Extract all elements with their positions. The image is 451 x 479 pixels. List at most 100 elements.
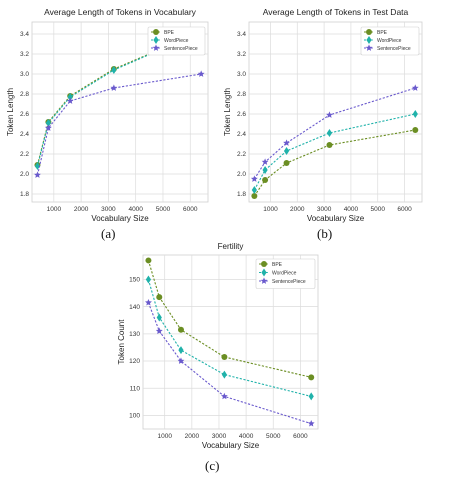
data-point	[221, 392, 228, 400]
data-point	[283, 160, 290, 166]
caption-b: (b)	[317, 226, 333, 241]
caption-a: (a)	[101, 226, 116, 241]
y-tick-label: 3.2	[20, 51, 29, 58]
legend-label: BPE	[164, 30, 175, 36]
legend-box	[147, 26, 206, 56]
chart-title: Fertility	[218, 242, 244, 251]
y-tick-label: 2.6	[237, 111, 246, 118]
data-point	[261, 158, 269, 165]
y-tick-label: 3.2	[237, 51, 246, 58]
data-point	[221, 370, 227, 379]
y-tick-label: 2.8	[20, 91, 29, 98]
y-tick-label: 2.6	[20, 111, 29, 118]
x-tick-label: 4000	[344, 206, 359, 213]
y-tick-label: 2.0	[237, 171, 246, 178]
x-tick-label: 2000	[185, 433, 200, 440]
y-tick-label: 3.4	[237, 31, 246, 38]
data-point	[262, 166, 268, 174]
x-tick-label: 2000	[74, 206, 89, 213]
y-axis-label: Token Count	[117, 319, 126, 365]
y-tick-label: 140	[129, 304, 140, 311]
data-point	[177, 326, 184, 333]
chart-title: Average Length of Tokens in Vocabulary	[44, 7, 197, 17]
y-tick-label: 3.4	[20, 31, 29, 38]
y-tick-label: 110	[130, 385, 141, 392]
data-point	[34, 171, 41, 178]
data-point	[307, 420, 315, 427]
y-tick-label: 120	[129, 358, 140, 365]
legend-marker	[366, 36, 372, 44]
x-tick-label: 6000	[293, 433, 308, 440]
x-axis-label: Vocabulary Size	[307, 214, 365, 223]
x-tick-label: 5000	[266, 433, 281, 440]
legend-label: WordPiece	[272, 270, 297, 276]
legend-label: WordPiece	[164, 38, 189, 44]
x-tick-label: 4000	[239, 433, 254, 440]
y-tick-label: 2.2	[237, 151, 246, 158]
y-tick-label: 130	[129, 331, 140, 338]
data-point	[66, 97, 74, 104]
data-point	[145, 299, 152, 306]
x-tick-label: 3000	[101, 206, 116, 213]
legend-marker	[261, 261, 267, 267]
data-point	[326, 111, 333, 118]
legend-label: BPE	[272, 262, 283, 268]
legend-marker	[260, 277, 268, 284]
series-sentencepiece	[250, 84, 419, 182]
data-point	[308, 374, 315, 381]
x-tick-label: 4000	[128, 206, 143, 213]
x-axis-label: Vocabulary Size	[91, 214, 149, 223]
y-tick-label: 2.4	[237, 131, 246, 138]
legend-marker	[366, 29, 372, 35]
series-bpe	[145, 257, 315, 381]
y-tick-label: 3.0	[237, 71, 246, 78]
series-line	[147, 302, 312, 425]
x-tick-label: 1000	[263, 206, 278, 213]
legend: BPE WordPiece SentencePiece	[360, 26, 420, 56]
legend-marker	[261, 268, 267, 277]
legend-marker	[153, 36, 159, 44]
data-point	[262, 177, 269, 183]
data-point	[177, 357, 185, 364]
series-wordpiece	[145, 275, 314, 401]
legend-label: SentencePiece	[164, 46, 198, 52]
data-point	[145, 275, 152, 284]
data-point	[45, 119, 51, 127]
data-point	[34, 162, 41, 170]
legend-box	[255, 258, 316, 289]
y-tick-label: 2.8	[237, 91, 246, 98]
data-point	[110, 84, 118, 91]
x-tick-label: 2000	[290, 206, 305, 213]
y-tick-label: 1.8	[20, 191, 29, 198]
y-tick-label: 2.4	[20, 131, 29, 138]
x-tick-label: 1000	[47, 206, 62, 213]
y-tick-label: 2.2	[20, 151, 29, 158]
y-tick-label: 150	[129, 277, 140, 284]
chart-panel-2: 1000 2000 3000 4000 5000 6000 100 110 120 130 140 1…	[117, 242, 319, 450]
x-tick-label: 1000	[157, 433, 172, 440]
x-tick-label: 6000	[397, 206, 412, 213]
y-tick-label: 2.0	[20, 171, 29, 178]
data-point	[283, 147, 290, 155]
x-tick-label: 6000	[183, 206, 198, 213]
y-tick-label: 100	[129, 413, 140, 420]
data-point	[67, 93, 73, 101]
y-axis-label: Token Length	[6, 88, 15, 136]
data-point	[156, 313, 162, 322]
series-wordpiece	[251, 110, 418, 194]
x-tick-label: 5000	[371, 206, 386, 213]
series-sentencepiece	[145, 299, 315, 427]
data-point	[156, 294, 163, 301]
data-point	[197, 70, 205, 77]
data-point	[412, 127, 419, 133]
y-axis-label: Token Length	[223, 88, 232, 136]
legend-label: SentencePiece	[272, 279, 306, 285]
legend-label: SentencePiece	[377, 46, 411, 52]
series-line	[253, 87, 416, 180]
data-point	[44, 124, 52, 131]
x-tick-label: 3000	[212, 433, 227, 440]
chart-title: Average Length of Tokens in Test Data	[263, 7, 409, 17]
data-point	[412, 110, 418, 118]
legend-box	[360, 26, 420, 56]
x-tick-label: 3000	[317, 206, 332, 213]
